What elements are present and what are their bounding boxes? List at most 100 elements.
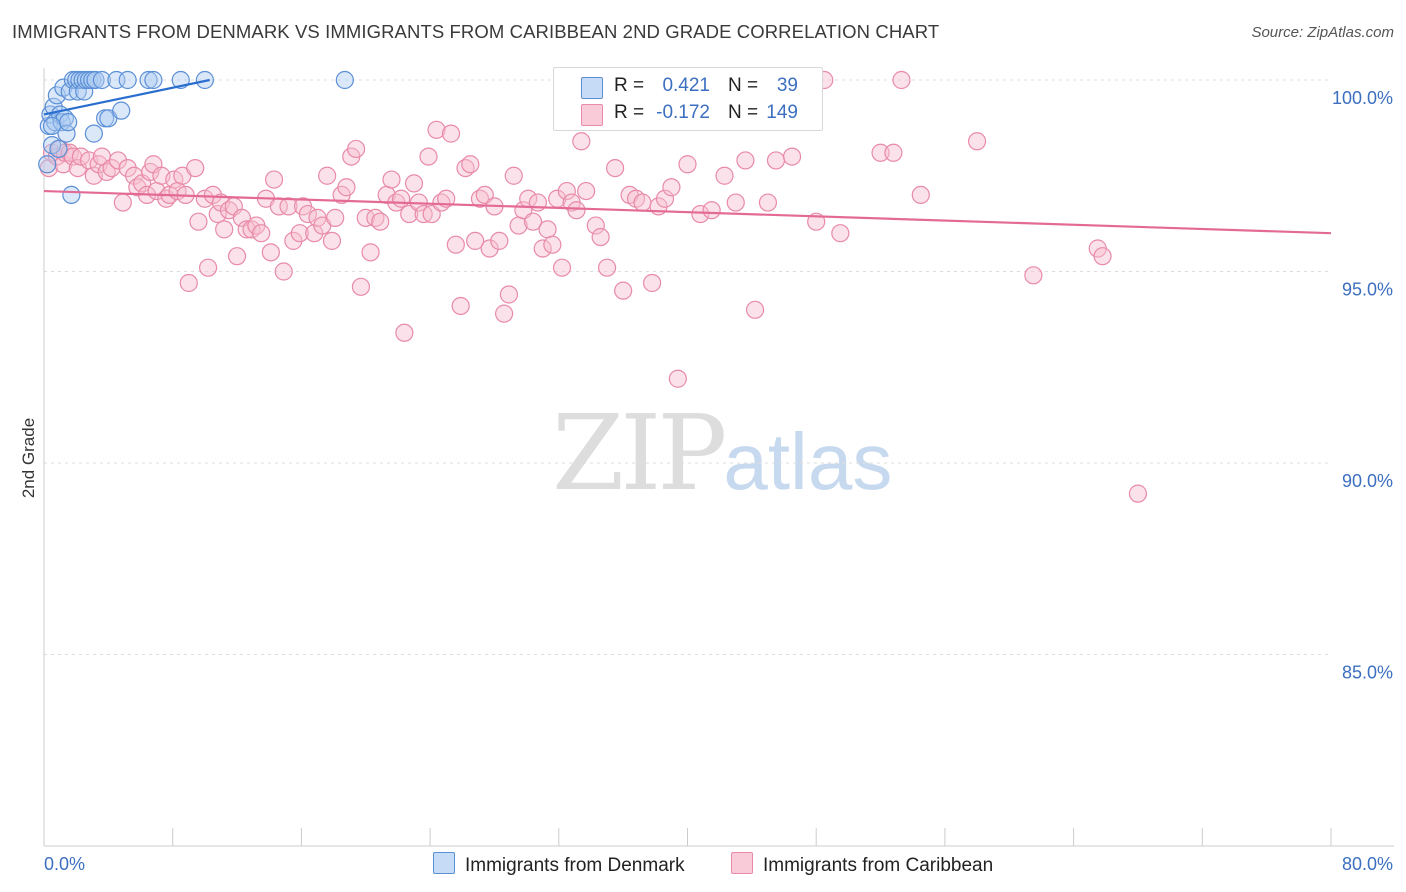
denmark-point	[335, 70, 354, 90]
denmark-legend-label: Immigrants from Denmark	[465, 855, 685, 876]
caribbean-point	[451, 296, 470, 316]
caribbean-point	[691, 204, 710, 224]
y-tick-label: 90.0%	[1342, 471, 1393, 491]
caribbean-point	[892, 70, 911, 90]
caribbean-point	[419, 147, 438, 166]
denmark-legend-swatch	[433, 852, 455, 874]
caribbean-point	[758, 193, 778, 212]
caribbean-point	[745, 300, 765, 319]
caribbean-point	[523, 212, 543, 231]
legend-caribbean: Immigrants from Caribbean	[731, 852, 993, 877]
caribbean-point	[543, 235, 562, 254]
caribbean-point	[208, 204, 227, 224]
caribbean-point	[736, 151, 755, 170]
caribbean-point	[215, 220, 234, 239]
denmark-point	[144, 70, 163, 90]
caribbean-point	[533, 239, 552, 258]
denmark-point	[84, 124, 103, 143]
watermark: ZIPatlas	[552, 392, 892, 514]
denmark-point	[118, 70, 137, 90]
r-label: R =	[614, 75, 645, 96]
axes	[43, 68, 1394, 847]
caribbean-point	[490, 231, 509, 250]
caribbean-point	[318, 166, 337, 185]
caribbean-point	[322, 231, 342, 250]
caribbean-point	[392, 189, 411, 208]
caribbean-point	[326, 208, 345, 227]
legend-row-denmark: R = 0.421 N = 39	[554, 73, 822, 101]
caribbean-point	[279, 197, 298, 216]
trend-lines	[43, 78, 1332, 235]
caribbean-point	[227, 247, 247, 266]
denmark-swatch	[581, 77, 603, 99]
caribbean-point	[597, 258, 617, 277]
caribbean-point	[371, 212, 390, 231]
axis-labels: 100.0% 95.0% 90.0% 85.0% 0.0% 80.0% 2nd Grade	[19, 88, 1393, 874]
caribbean-point	[633, 193, 652, 212]
watermark-atlas: atlas	[723, 417, 893, 506]
caribbean-point	[557, 181, 576, 201]
caribbean-point	[274, 262, 293, 281]
caribbean-point	[1128, 484, 1148, 503]
caribbean-point	[382, 170, 401, 189]
caribbean-point	[577, 181, 596, 201]
caribbean-point	[662, 178, 681, 197]
legend-denmark: Immigrants from Denmark	[433, 852, 685, 877]
caribbean-point	[189, 212, 208, 231]
caribbean-point	[614, 281, 633, 300]
x-tick-label-max: 80.0%	[1342, 854, 1393, 874]
caribbean-point	[404, 174, 424, 193]
caribbean-point	[871, 143, 890, 162]
caribbean-point	[606, 158, 625, 178]
caribbean-point	[715, 166, 734, 185]
denmark-point	[86, 70, 105, 90]
caribbean-point	[290, 224, 309, 243]
r-label: R =	[614, 102, 645, 123]
caribbean-point	[1093, 247, 1112, 266]
caribbean-point	[264, 170, 284, 189]
legend-row-caribbean: R = -0.172 N = 149	[554, 100, 822, 128]
caribbean-point	[538, 220, 557, 239]
caribbean-point	[1024, 266, 1043, 285]
caribbean-point	[198, 258, 218, 277]
caribbean-point	[884, 143, 903, 162]
caribbean-point	[766, 151, 786, 170]
caribbean-point	[591, 227, 610, 247]
caribbean-point	[586, 216, 605, 235]
caribbean-point	[552, 258, 572, 277]
caribbean-point	[252, 224, 271, 243]
caribbean-point	[186, 158, 205, 178]
caribbean-point	[655, 189, 675, 208]
caribbean-point	[441, 124, 461, 143]
denmark-point	[57, 124, 76, 143]
caribbean-point	[967, 132, 987, 151]
n-label: N =	[728, 102, 759, 123]
denmark-point	[62, 185, 81, 204]
x-tick-label-min: 0.0%	[44, 854, 85, 874]
caribbean-swatch	[581, 104, 603, 126]
caribbean-points	[39, 70, 1148, 503]
denmark-point	[49, 139, 68, 159]
y-tick-label: 85.0%	[1342, 663, 1393, 683]
caribbean-point	[179, 273, 198, 293]
caribbean-point	[437, 189, 456, 208]
caribbean-point	[702, 201, 721, 220]
n-value: 39	[776, 75, 798, 96]
denmark-point	[112, 101, 131, 120]
caribbean-point	[461, 155, 480, 174]
y-tick-label: 100.0%	[1332, 88, 1393, 108]
denmark-points	[38, 70, 354, 204]
denmark-point	[92, 70, 112, 90]
correlation-legend: R = 0.421 N = 39 R = -0.172 N = 149	[553, 67, 823, 131]
caribbean-point	[427, 120, 446, 139]
caribbean-point	[782, 147, 802, 166]
caribbean-legend-swatch	[731, 852, 753, 874]
gridlines	[44, 79, 1331, 655]
caribbean-point	[261, 243, 280, 262]
denmark-point	[42, 116, 62, 136]
caribbean-point	[572, 132, 591, 151]
caribbean-point	[237, 220, 256, 239]
caribbean-point	[643, 273, 662, 293]
caribbean-legend-label: Immigrants from Caribbean	[763, 855, 994, 876]
